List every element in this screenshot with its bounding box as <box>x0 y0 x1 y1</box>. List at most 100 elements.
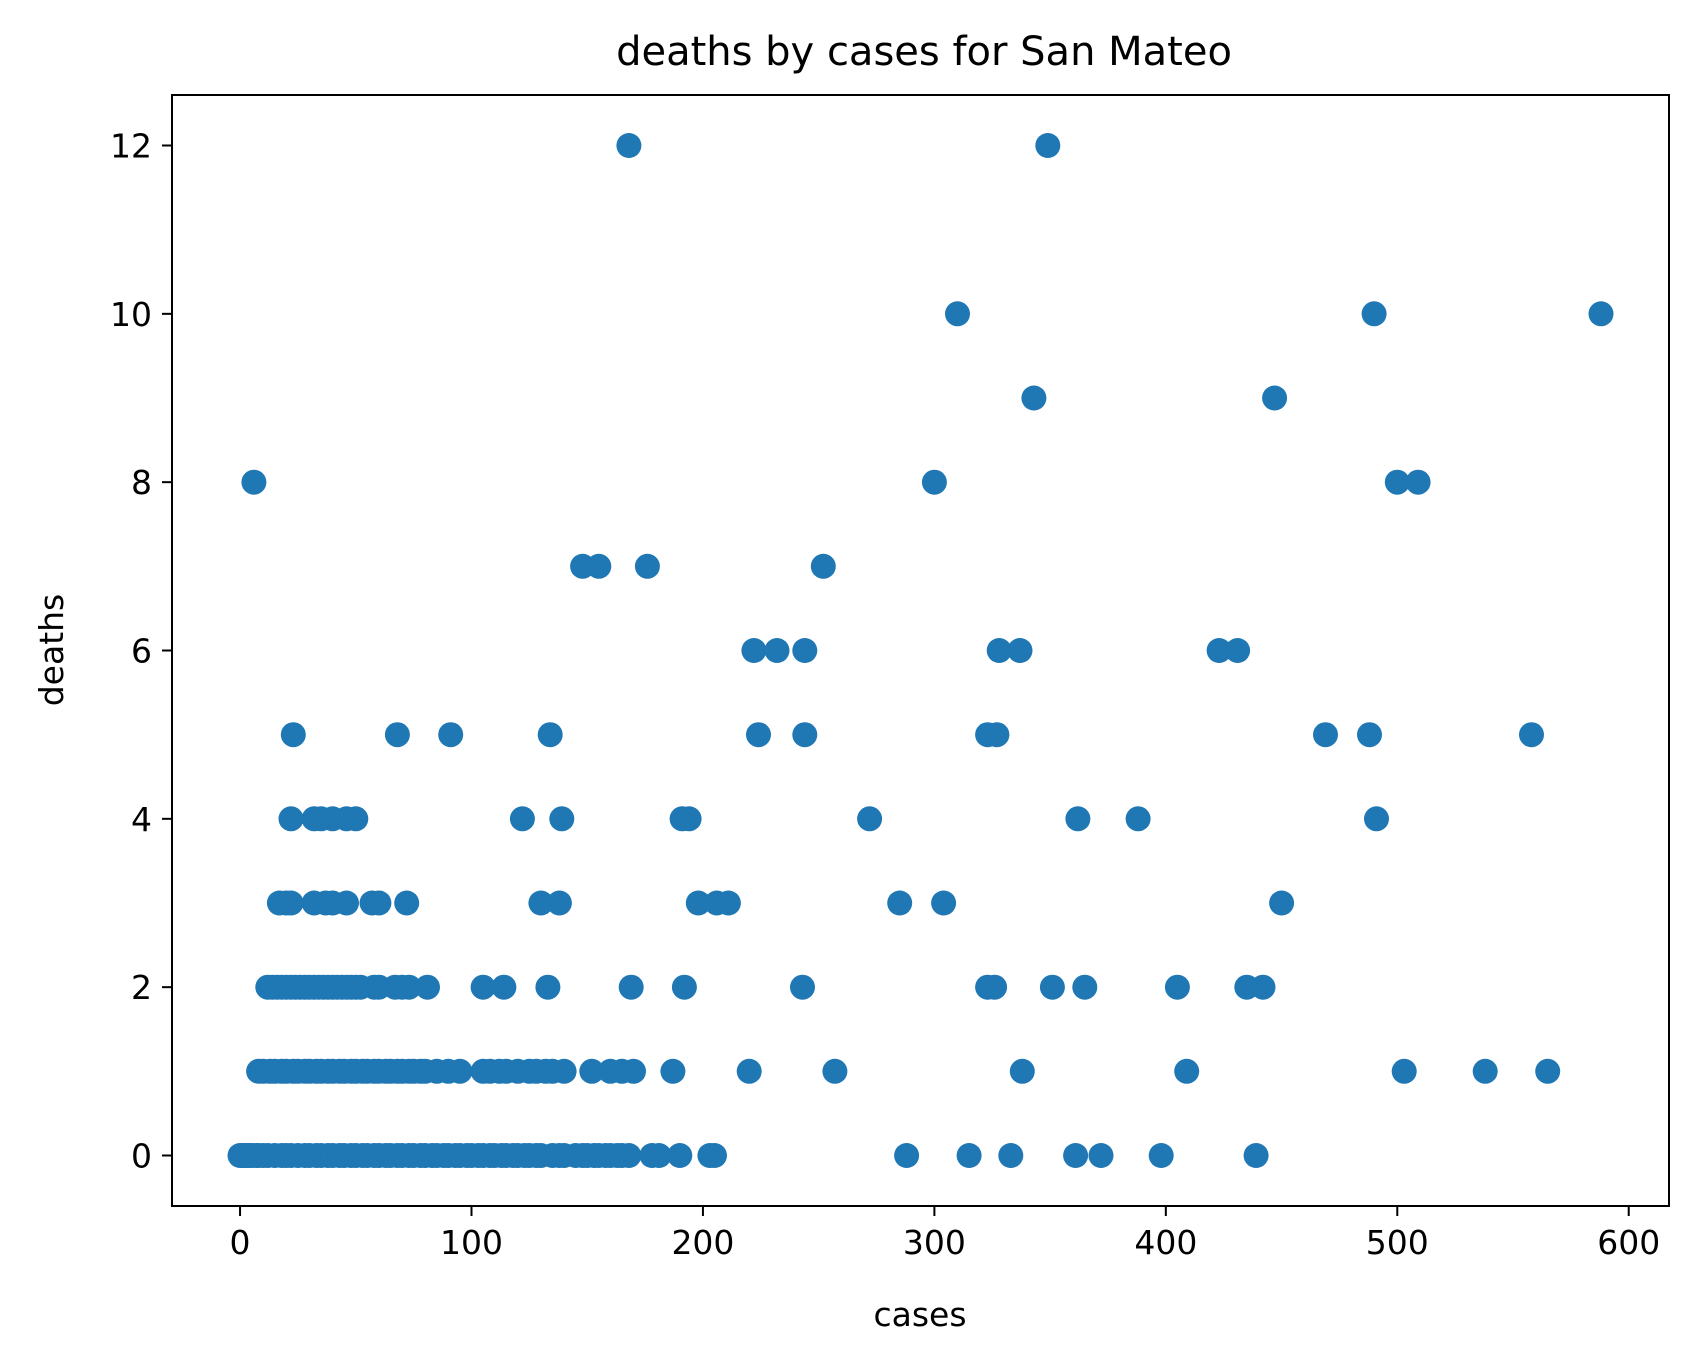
plot-frame <box>171 94 1670 1207</box>
scatter-point <box>986 638 1012 663</box>
x-tick-label: 400 <box>1134 1223 1197 1262</box>
scatter-point <box>535 974 561 1000</box>
scatter-point <box>415 974 440 1000</box>
x-axis-label: cases <box>873 1295 966 1334</box>
scatter-point <box>1007 638 1033 663</box>
scatter-point <box>736 1058 762 1084</box>
data-points <box>227 133 1614 1168</box>
scatter-point <box>1250 974 1276 1000</box>
scatter-point <box>1243 1143 1269 1168</box>
scatter-point <box>447 1058 473 1084</box>
scatter-point <box>887 890 913 916</box>
y-tick-label: 0 <box>131 1137 152 1176</box>
scatter-point <box>1357 722 1382 748</box>
scatter-point <box>1405 469 1431 495</box>
scatter-point <box>746 722 771 748</box>
scatter-point <box>1088 1143 1114 1168</box>
scatter-point <box>579 1058 605 1084</box>
scatter-point <box>634 553 660 579</box>
scatter-point <box>241 469 267 495</box>
scatter-point <box>621 1058 646 1084</box>
y-tick-label: 10 <box>110 295 152 334</box>
scatter-point <box>931 890 957 916</box>
y-tick-label: 4 <box>131 800 152 839</box>
scatter-point <box>537 722 563 748</box>
y-tick-label: 2 <box>131 968 152 1007</box>
scatter-point <box>343 806 369 832</box>
scatter-point <box>1063 1143 1089 1168</box>
scatter-point <box>764 638 790 663</box>
scatter-point <box>1262 385 1288 411</box>
scatter-point <box>671 974 697 1000</box>
y-tick-label: 6 <box>131 632 152 671</box>
scatter-point <box>586 553 612 579</box>
x-tick-label: 500 <box>1366 1223 1429 1262</box>
scatter-point <box>894 1143 920 1168</box>
scatter-point <box>1588 301 1614 327</box>
scatter-point <box>616 133 642 158</box>
scatter-point <box>549 806 575 832</box>
scatter-point <box>470 974 496 1000</box>
scatter-point <box>945 301 970 327</box>
scatter-point <box>792 638 818 663</box>
scatter-point <box>715 890 741 916</box>
scatter-point <box>491 974 517 1000</box>
scatter-point <box>790 974 815 1000</box>
scatter-point <box>1206 638 1232 663</box>
scatter-point <box>1269 890 1295 916</box>
scatter-point <box>1535 1058 1561 1084</box>
y-tick-label: 12 <box>110 127 152 166</box>
scatter-point <box>956 1143 982 1168</box>
y-axis-label: deaths <box>32 594 71 707</box>
scatter-point <box>616 1143 642 1168</box>
scatter-point <box>384 722 410 748</box>
y-axis-ticks: 0 2 4 6 8 10 12 <box>110 127 172 1176</box>
scatter-point <box>792 722 818 748</box>
scatter-point <box>546 890 572 916</box>
x-tick-label: 0 <box>230 1223 251 1262</box>
scatter-point <box>646 1143 672 1168</box>
scatter-point <box>822 1058 848 1084</box>
scatter-point <box>438 722 464 748</box>
scatter-point <box>741 638 767 663</box>
scatter-point <box>278 806 304 832</box>
scatter-point <box>685 890 711 916</box>
scatter-point <box>982 974 1008 1000</box>
scatter-point <box>1021 385 1047 411</box>
x-tick-label: 300 <box>903 1223 966 1262</box>
scatter-point <box>528 890 554 916</box>
scatter-point <box>366 890 392 916</box>
scatter-point <box>1391 1058 1417 1084</box>
scatter-point <box>1313 722 1338 748</box>
scatter-point <box>1072 974 1098 1000</box>
x-tick-label: 100 <box>440 1223 503 1262</box>
scatter-point <box>1039 974 1065 1000</box>
scatter-point <box>278 890 304 916</box>
scatter-point <box>334 890 359 916</box>
scatter-point <box>1065 806 1091 832</box>
y-tick-label: 8 <box>131 463 152 502</box>
scatter-point <box>676 806 702 832</box>
scatter-point <box>1225 638 1251 663</box>
scatter-point <box>984 722 1010 748</box>
x-axis-ticks: 0 100 200 300 400 500 600 <box>230 1206 1660 1262</box>
scatter-point <box>921 469 947 495</box>
scatter-point <box>1364 806 1389 832</box>
scatter-point <box>1384 469 1410 495</box>
scatter-point <box>1148 1143 1174 1168</box>
scatter-point <box>1035 133 1061 158</box>
scatter-point <box>998 1143 1024 1168</box>
scatter-point <box>1164 974 1190 1000</box>
chart-title: deaths by cases for San Mateo <box>616 29 1232 75</box>
scatter-point <box>660 1058 686 1084</box>
scatter-point <box>667 1143 693 1168</box>
scatter-point <box>702 1143 727 1168</box>
scatter-point <box>1472 1058 1498 1084</box>
scatter-point <box>280 722 306 748</box>
scatter-point <box>394 890 420 916</box>
scatter-point <box>1174 1058 1200 1084</box>
scatter-point <box>810 553 836 579</box>
scatter-point <box>1009 1058 1035 1084</box>
scatter-point <box>1125 806 1151 832</box>
